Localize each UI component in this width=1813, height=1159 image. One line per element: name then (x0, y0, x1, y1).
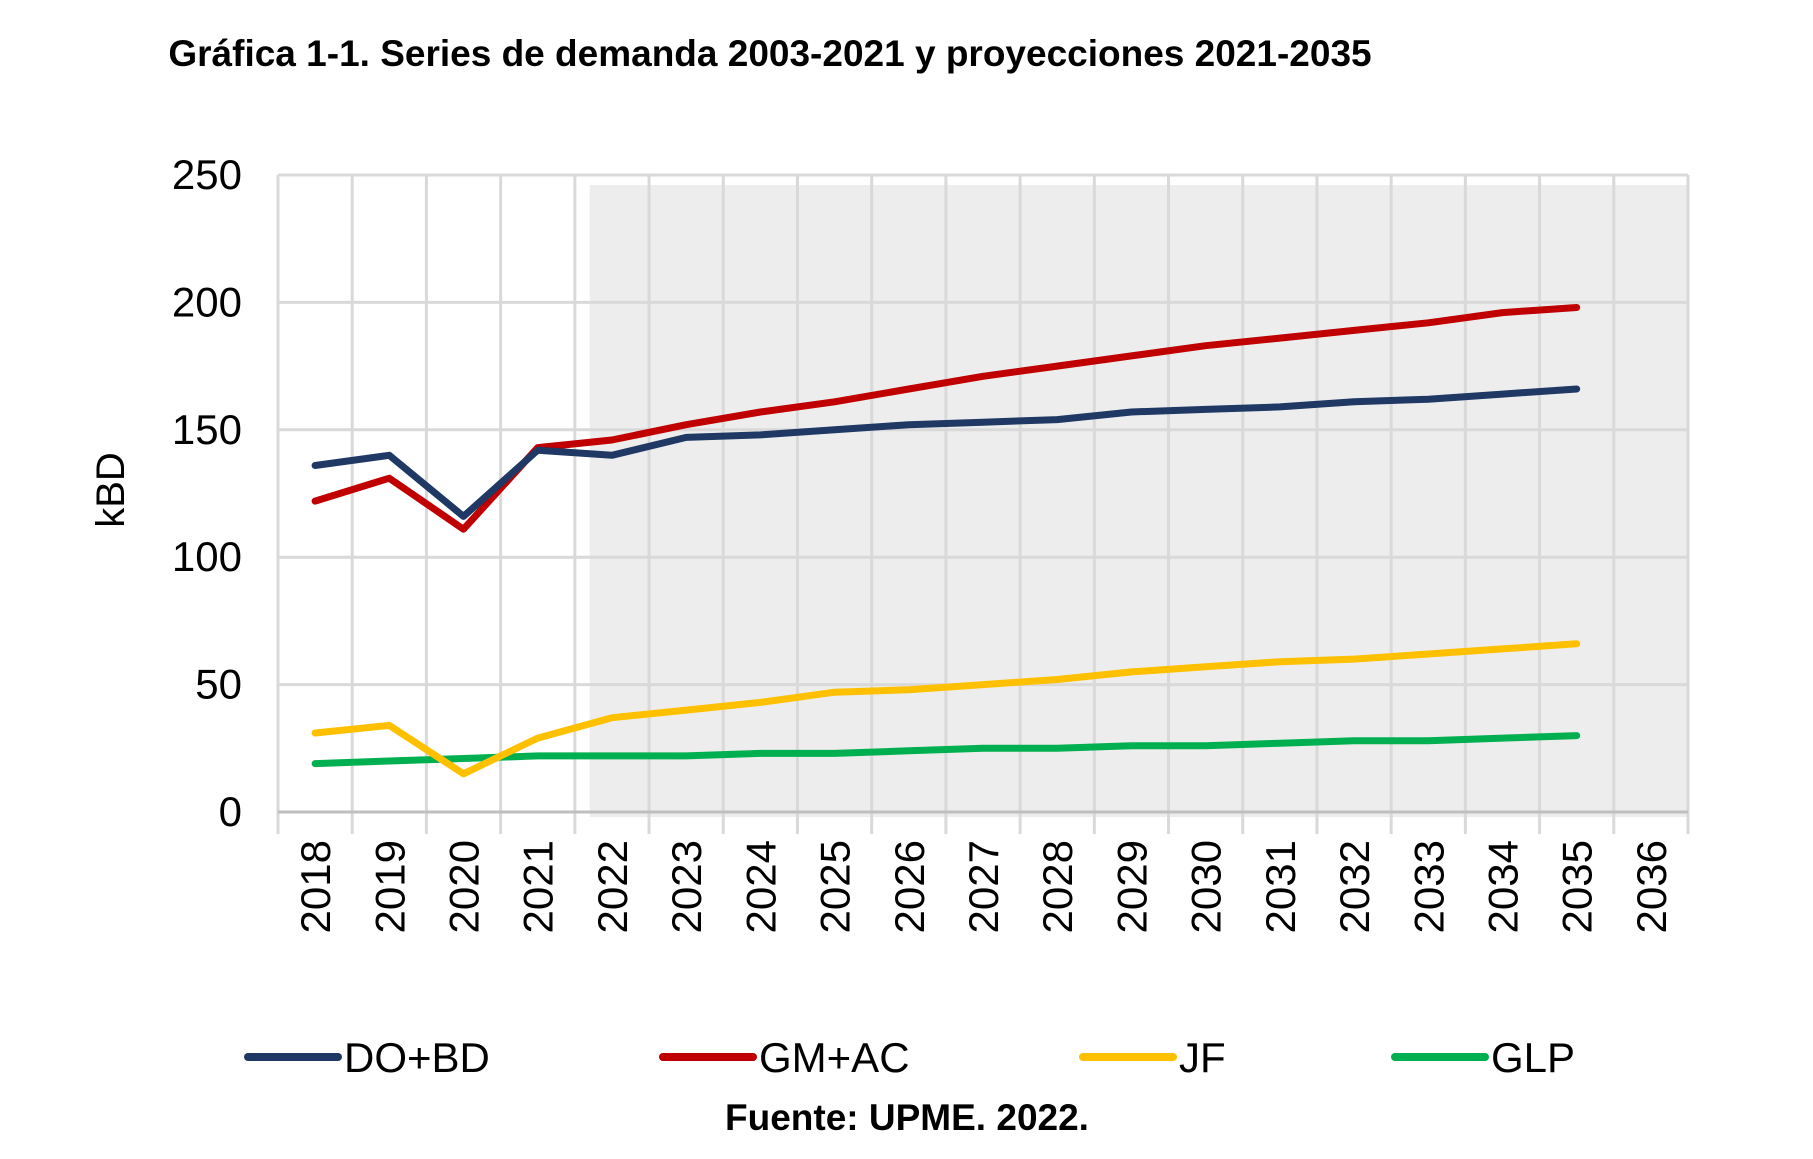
legend-label: GM+AC (759, 1034, 910, 1081)
chart-title: Gráfica 1-1. Series de demanda 2003-2021… (168, 33, 1371, 74)
legend-label: JF (1179, 1034, 1226, 1081)
x-tick-label: 2025 (812, 840, 859, 933)
x-tick-label: 2031 (1257, 840, 1304, 933)
x-tick-label: 2029 (1108, 840, 1155, 933)
x-tick-label: 2024 (737, 840, 784, 933)
x-tick-label: 2030 (1183, 840, 1230, 933)
y-tick-label: 250 (172, 151, 242, 198)
series-line-jf (311, 640, 1581, 778)
series-line-glp (311, 732, 1581, 768)
x-tick-label: 2032 (1331, 840, 1378, 933)
series-line-do-bd (311, 385, 1581, 520)
x-tick-label: 2019 (366, 840, 413, 933)
x-tick-label: 2035 (1554, 840, 1601, 933)
legend-label: DO+BD (344, 1034, 490, 1081)
x-tick-label: 2018 (292, 840, 339, 933)
source-note: Fuente: UPME. 2022. (725, 1097, 1089, 1138)
y-tick-label: 150 (172, 406, 242, 453)
y-tick-label: 50 (195, 661, 242, 708)
x-tick-label: 2033 (1405, 840, 1452, 933)
y-tick-label: 0 (219, 788, 242, 835)
x-tick-label: 2036 (1628, 840, 1675, 933)
series-lines (311, 304, 1581, 778)
legend-label: GLP (1491, 1034, 1575, 1081)
legend: DO+BD GM+AC JF GLP (244, 1034, 1575, 1081)
y-tick-label: 100 (172, 533, 242, 580)
y-axis-ticks: 0 50 100 150 200 250 (172, 151, 242, 835)
y-tick-label: 200 (172, 278, 242, 325)
x-tick-label: 2022 (589, 840, 636, 933)
x-axis-ticks: 2018 2019 2020 2021 2022 2023 2024 2025 2026 2027… (292, 840, 1675, 933)
projection-shade (589, 185, 1688, 817)
y-axis-label: kBD (89, 452, 133, 528)
x-tick-label: 2034 (1479, 840, 1526, 933)
x-tick-label: 2026 (886, 840, 933, 933)
x-tick-label: 2027 (960, 840, 1007, 933)
x-tick-label: 2023 (663, 840, 710, 933)
x-tick-label: 2028 (1034, 840, 1081, 933)
gridlines (276, 173, 1690, 834)
x-tick-label: 2021 (515, 840, 562, 933)
x-tick-label: 2020 (441, 840, 488, 933)
